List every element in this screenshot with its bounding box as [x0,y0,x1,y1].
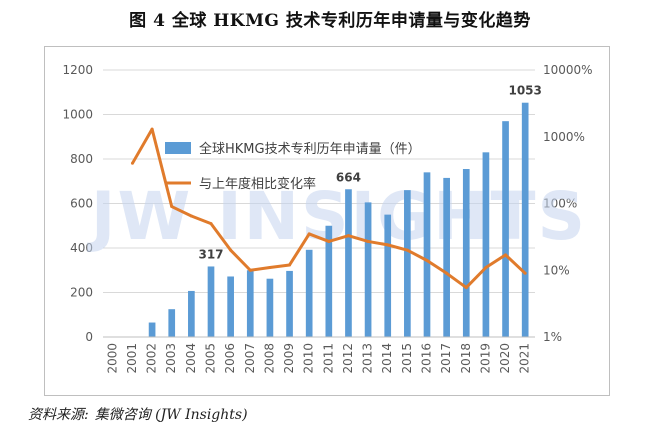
data-label: 664 [336,170,361,184]
bar [227,276,234,337]
figure-title: 图 4 全球 HKMG 技术专利历年申请量与变化趋势 [129,11,531,31]
source-label: 资料来源: [28,407,89,423]
line-point [523,271,527,275]
source-note: 资料来源: 集微咨询 (JW Insights) [28,404,254,424]
legend-label-line: 与上年度相比变化率 [199,176,316,192]
line-point [229,248,233,252]
bar [462,169,470,337]
y2-tick-label: 1000% [543,130,585,144]
y-tick-label: 800 [70,152,93,166]
y2-tick-label: 100% [543,197,577,211]
data-label: 317 [198,247,223,261]
y-tick-label: 1000 [62,108,93,122]
line-point [366,239,370,243]
line-point [327,239,331,243]
bar [423,172,431,337]
line-point [170,205,174,209]
bar [364,202,372,337]
line-point [504,253,508,257]
chart-area: 0 200 400 600 800 1000 1200 1% 10% 100% 1000% 10000… [44,46,610,396]
line-point [464,286,468,290]
bar [246,270,254,337]
y-tick-label: 1200 [62,63,93,77]
bar [482,152,490,337]
bar [148,322,156,337]
legend-swatch-bar [165,142,191,154]
line-point [288,263,292,267]
line-point [150,127,154,131]
y2-tick-label: 1% [543,330,562,344]
line-point [346,234,350,238]
y-tick-label: 600 [70,197,93,211]
x-tick-label: 2014 [380,343,394,374]
x-tick-label: 2004 [184,343,198,374]
bar [188,290,195,337]
bar [443,177,450,337]
bar [266,278,274,337]
combo-chart: 0 200 400 600 800 1000 1200 1% 10% 100% 1000% 10000… [62,63,593,374]
bar [325,225,333,337]
x-tick-label: 2021 [518,343,532,374]
x-tick-label: 2015 [400,343,414,374]
x-tick-label: 2020 [498,343,512,374]
line-point [209,222,213,226]
y2-tick-label: 10% [543,263,570,277]
bar [305,249,313,337]
y2-tick-label: 10000% [543,63,593,77]
x-tick-label: 2010 [302,343,316,374]
x-tick-label: 2008 [262,343,276,374]
y-tick-label: 0 [85,330,93,344]
x-tick-label: 2016 [420,343,434,374]
bar [404,190,411,337]
y-tick-label: 400 [70,241,93,255]
x-tick-label: 2013 [361,343,375,374]
line-point [189,214,193,218]
line-point [484,265,488,269]
line-point [130,161,134,165]
bar [521,102,529,337]
x-tick-label: 2002 [145,343,159,374]
y-tick-label: 200 [70,286,93,300]
line-point [445,271,449,275]
x-tick-label: 2011 [321,343,335,374]
x-tick-label: 2003 [164,343,178,374]
bar [168,309,176,337]
x-tick-label: 2012 [341,343,355,374]
bar [345,189,352,337]
x-tick-label: 2000 [105,343,119,374]
x-tick-label: 2009 [282,343,296,374]
x-tick-label: 2018 [459,343,473,374]
line-point [268,265,272,269]
x-tick-label: 2001 [125,343,139,374]
line-point [405,248,409,252]
bar [384,214,392,337]
bar [502,121,509,337]
x-tick-label: 2005 [204,343,218,374]
source-value: 集微咨询 (JW Insights) [94,407,248,423]
line-point [307,232,311,236]
data-label: 1053 [508,84,541,98]
x-tick-label: 2006 [223,343,237,374]
line-point [386,243,390,247]
x-tick-label: 2007 [243,343,257,374]
x-tick-label: 2019 [478,343,492,374]
x-tick-label: 2017 [439,343,453,374]
bar [286,270,293,337]
line-point [248,268,252,272]
watermark-text: JW INSIGHTS [87,178,587,255]
bar [207,266,215,337]
line-point [425,258,429,262]
legend-label-bar: 全球HKMG技术专利历年申请量（件） [199,141,421,157]
